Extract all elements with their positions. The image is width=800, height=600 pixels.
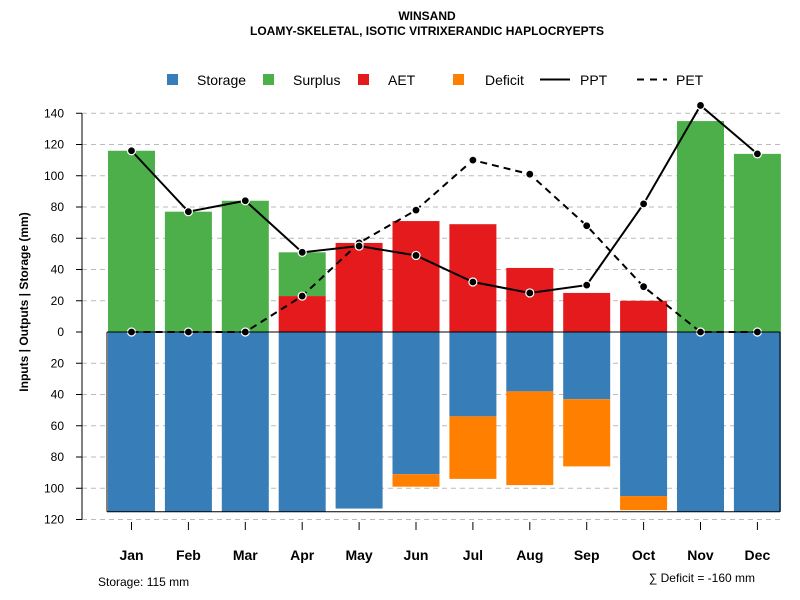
y-tick-label: 0: [57, 325, 64, 339]
x-tick-label-jul: Jul: [463, 547, 483, 563]
x-tick-label-mar: Mar: [233, 547, 258, 563]
x-tick-label-dec: Dec: [745, 547, 771, 563]
deficit-bar-oct: [620, 496, 668, 511]
deficit-bar-jun: [392, 474, 440, 487]
y-tick-label: 80: [51, 450, 65, 464]
aet-bar-apr: [278, 296, 326, 332]
storage-bar-apr: [278, 332, 326, 512]
aet-bar-sep: [563, 292, 611, 332]
ppt-point-aug: [525, 288, 535, 298]
legend-swatch-surplus: [263, 74, 274, 85]
surplus-bar-feb: [164, 211, 212, 332]
storage-bar-jul: [449, 332, 497, 417]
x-tick-label-apr: Apr: [290, 547, 315, 563]
x-tick-label-feb: Feb: [176, 547, 201, 563]
y-tick-label: 60: [51, 231, 65, 245]
storage-bar-jun: [392, 332, 440, 475]
surplus-bar-mar: [221, 200, 269, 332]
x-tick-label-sep: Sep: [574, 547, 600, 563]
surplus-bar-jan: [108, 150, 155, 332]
pet-point-apr: [297, 291, 307, 301]
x-tick-label-jun: Jun: [404, 547, 429, 563]
pet-point-aug: [525, 169, 535, 179]
y-tick-label: 40: [51, 263, 65, 277]
y-tick-label: 140: [44, 106, 64, 120]
deficit-bar-jul: [449, 416, 497, 479]
ppt-point-jan: [126, 146, 137, 156]
y-axis-title: Inputs | Outputs | Storage (mm): [17, 212, 31, 391]
ppt-point-sep: [582, 280, 592, 290]
chart-subtitle: LOAMY-SKELETAL, ISOTIC VITRIXERANDIC HAP…: [250, 24, 604, 38]
storage-footnote: Storage: 115 mm: [98, 575, 189, 589]
surplus-bar-nov: [677, 121, 724, 332]
deficit-footnote: ∑ Deficit = -160 mm: [649, 571, 755, 585]
storage-bar-dec: [733, 332, 781, 512]
legend-label-aet: AET: [388, 72, 416, 88]
x-tick-label-aug: Aug: [516, 547, 543, 563]
axes-group: 0 20 40 60 80 100 120 140 20 40 60 80 100 120 Jan Feb Ma…: [44, 106, 781, 563]
legend: Storage Surplus AET Deficit PPT PET: [167, 72, 704, 88]
pet-point-jun: [411, 205, 421, 215]
y-tick-label: 80: [51, 200, 65, 214]
legend-swatch-aet: [358, 74, 369, 85]
ppt-point-apr: [297, 247, 307, 257]
legend-label-pet: PET: [676, 72, 704, 88]
ppt-point-jun: [411, 250, 421, 261]
aet-bar-aug: [506, 267, 554, 332]
legend-label-deficit: Deficit: [485, 72, 524, 88]
storage-bar-may: [335, 332, 383, 509]
storage-bar-jan: [108, 332, 155, 512]
y-tick-label: 100: [44, 169, 64, 183]
ppt-point-feb: [183, 207, 193, 217]
y-tick-label: 20: [51, 356, 65, 370]
legend-label-surplus: Surplus: [293, 72, 340, 88]
x-tick-label-may: May: [345, 547, 372, 563]
storage-bar-sep: [563, 332, 611, 400]
x-tick-label-oct: Oct: [632, 547, 656, 563]
x-tick-label-nov: Nov: [687, 547, 714, 563]
pet-point-oct: [638, 282, 649, 292]
ppt-point-oct: [638, 199, 649, 209]
y-tick-label: 20: [51, 294, 65, 308]
legend-label-storage: Storage: [197, 72, 246, 88]
ppt-point-mar: [240, 196, 250, 206]
storage-bar-oct: [620, 332, 668, 497]
surplus-bar-dec: [733, 153, 781, 332]
storage-bar-mar: [221, 332, 269, 512]
legend-label-ppt: PPT: [580, 72, 608, 88]
deficit-bar-sep: [563, 399, 611, 467]
chart-title: WINSAND: [398, 9, 456, 23]
ppt-point-nov: [695, 100, 706, 111]
aet-bar-oct: [620, 300, 668, 332]
ppt-line: [130, 103, 759, 294]
deficit-bar-aug: [506, 391, 554, 486]
surplus-bar-apr: [278, 252, 326, 297]
pet-line: [131, 159, 758, 333]
storage-bar-aug: [506, 332, 554, 392]
y-tick-label: 120: [44, 138, 64, 152]
aet-bar-jun: [392, 221, 440, 332]
storage-bar-nov: [677, 332, 724, 512]
legend-swatch-deficit: [453, 74, 464, 85]
pet-point-sep: [582, 221, 592, 231]
aet-bar-may: [335, 242, 383, 332]
y-tick-label: 100: [44, 481, 64, 495]
x-tick-label-jan: Jan: [119, 547, 143, 563]
y-tick-label: 40: [51, 388, 65, 402]
y-tick-label: 60: [51, 419, 65, 433]
ppt-point-may: [354, 241, 364, 251]
ppt-point-jul: [468, 277, 478, 287]
storage-bar-feb: [164, 332, 212, 512]
ppt-point-dec: [752, 149, 763, 159]
y-tick-label: 120: [44, 513, 64, 527]
bars-group: [108, 121, 781, 512]
legend-swatch-storage: [167, 74, 178, 85]
pet-point-jul: [468, 155, 478, 165]
